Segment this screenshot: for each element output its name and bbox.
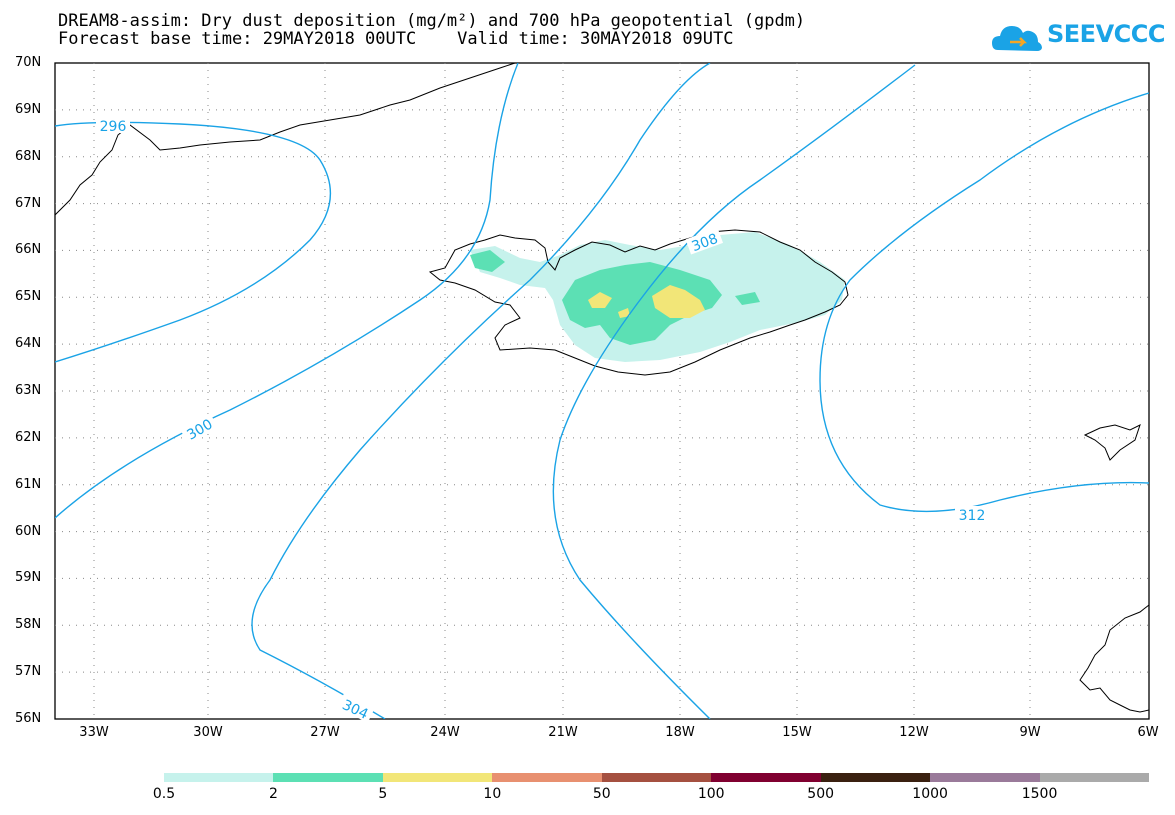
dust-area-high — [652, 285, 705, 318]
contour-label-background — [685, 227, 724, 255]
legend-swatch — [382, 773, 493, 782]
legend-swatch — [1039, 773, 1149, 782]
latitude-label: 59N — [15, 570, 42, 586]
legend-swatch — [820, 773, 931, 782]
longitude-label: 12W — [899, 725, 929, 740]
iceland-coastline — [428, 229, 849, 376]
latitude-label: 67N — [15, 195, 42, 211]
legend-label: 500 — [807, 786, 835, 802]
longitude-label: 30W — [193, 725, 223, 740]
dust-area-high-3 — [618, 308, 630, 318]
greenland-coastline — [55, 63, 516, 216]
legend-label: 100 — [697, 786, 725, 802]
legend-label: 1000 — [912, 786, 948, 802]
cloud-logo-icon — [992, 26, 1042, 51]
latitude-label: 62N — [15, 429, 42, 445]
dust-area-medium-2 — [470, 250, 505, 272]
latitude-label: 57N — [15, 664, 42, 680]
color-legend-bar — [164, 773, 1149, 782]
map-title-line-2: Forecast base time: 29MAY2018 00UTC Vali… — [58, 29, 734, 49]
latitude-label: 64N — [15, 336, 42, 352]
dust-area-high-2 — [588, 292, 612, 308]
longitude-label: 33W — [79, 725, 109, 740]
latitude-label: 63N — [15, 383, 42, 398]
longitude-label: 6W — [1137, 725, 1159, 740]
contour-304 — [251, 63, 711, 719]
latitude-label: 66N — [15, 242, 42, 258]
legend-label: 5 — [378, 786, 388, 802]
latitude-label: 69N — [15, 101, 42, 117]
contour-label-background — [337, 693, 375, 723]
contour-label-background — [96, 117, 130, 133]
scotland-coastline — [1079, 604, 1149, 713]
map-title-line-1: DREAM8-assim: Dry dust deposition (mg/m²… — [58, 11, 806, 31]
latitude-label: 60N — [15, 523, 42, 539]
legend-label: 10 — [483, 786, 502, 802]
contour-312 — [819, 92, 1149, 513]
contour-label-background — [180, 412, 218, 444]
legend-swatch — [711, 773, 821, 782]
longitude-label: 18W — [665, 725, 695, 740]
contour-label: 296 — [100, 119, 127, 135]
latitude-label: 58N — [15, 617, 42, 633]
dust-area-medium — [562, 262, 722, 345]
contour-296 — [55, 121, 332, 363]
latitude-label: 70N — [15, 55, 42, 70]
latitude-label: 68N — [15, 148, 42, 164]
contour-label-background — [955, 506, 989, 522]
legend-label: 1500 — [1021, 786, 1058, 802]
latitude-label: 65N — [15, 289, 42, 305]
contour-308 — [552, 64, 916, 719]
latitude-label: 61N — [15, 476, 42, 492]
longitude-label: 24W — [430, 725, 460, 740]
legend-swatch — [492, 773, 602, 782]
longitude-label: 27W — [310, 725, 340, 740]
longitude-label: 21W — [548, 725, 578, 740]
contour-300 — [55, 63, 519, 519]
legend-label: 0.5 — [152, 786, 176, 802]
legend-label: 50 — [592, 786, 611, 802]
geopotential-contours — [55, 63, 1149, 719]
longitude-label: 9W — [1019, 725, 1041, 740]
logo-text: SEEVCCC — [1047, 20, 1166, 48]
longitude-label: 15W — [782, 725, 812, 740]
legend-swatch — [601, 773, 712, 782]
legend-swatch — [930, 773, 1040, 782]
legend-swatch — [273, 773, 383, 782]
faroe-islands-coastline — [1083, 424, 1141, 461]
legend-swatch — [164, 773, 274, 782]
legend-label: 2 — [268, 786, 278, 802]
dust-area-medium-3 — [735, 292, 760, 305]
contour-label: 312 — [959, 508, 986, 524]
latitude-label: 56N — [15, 711, 42, 726]
